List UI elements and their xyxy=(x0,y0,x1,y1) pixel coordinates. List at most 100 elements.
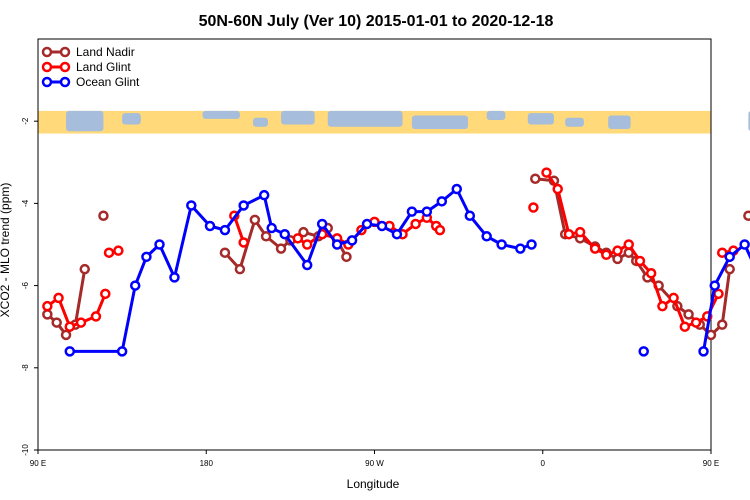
map-water-patch xyxy=(281,110,315,125)
data-point xyxy=(496,239,507,250)
data-point xyxy=(258,189,270,201)
series-line xyxy=(69,187,533,353)
data-point xyxy=(90,311,102,322)
data-point xyxy=(451,183,463,195)
data-point xyxy=(266,222,277,234)
x-tick-label: 90 E xyxy=(30,459,46,468)
series-layer xyxy=(42,167,750,357)
data-point xyxy=(64,321,76,332)
data-point xyxy=(98,210,109,221)
data-point xyxy=(743,210,750,221)
data-point xyxy=(638,346,649,357)
data-point xyxy=(219,224,231,236)
data-point xyxy=(634,255,646,267)
y-tick-label: -6 xyxy=(21,281,30,289)
map-water-patch xyxy=(327,110,403,127)
data-point xyxy=(690,317,702,328)
data-point xyxy=(612,245,623,256)
data-point xyxy=(481,231,492,242)
data-point xyxy=(410,218,421,230)
legend-marker xyxy=(41,46,53,58)
data-point xyxy=(249,214,261,226)
data-point xyxy=(668,292,679,304)
data-point xyxy=(275,243,287,254)
map-water-patch xyxy=(608,115,631,130)
data-point xyxy=(113,245,124,256)
data-point xyxy=(574,226,586,238)
data-point xyxy=(141,251,152,263)
data-point xyxy=(716,319,728,330)
data-point xyxy=(279,228,291,240)
data-point xyxy=(204,220,216,232)
legend-label: Ocean Glint xyxy=(76,75,140,89)
map-water-patch xyxy=(66,110,104,132)
x-axis: 90 E 180 90 W 0 90 E xyxy=(30,450,719,468)
data-point xyxy=(515,243,526,254)
data-point xyxy=(298,226,309,238)
data-point xyxy=(406,206,418,217)
data-point xyxy=(724,263,735,275)
series-line xyxy=(545,171,720,329)
data-point xyxy=(657,300,668,312)
data-point xyxy=(361,218,373,230)
data-point xyxy=(421,206,433,217)
data-point xyxy=(341,251,352,263)
legend-marker xyxy=(59,61,71,73)
data-point xyxy=(53,292,64,304)
y-tick-label: -10 xyxy=(21,444,30,456)
x-tick-label: 0 xyxy=(541,459,546,468)
data-point xyxy=(42,300,53,312)
y-tick-label: -2 xyxy=(21,117,30,125)
map-water-patch xyxy=(411,115,468,130)
data-point xyxy=(698,346,709,357)
data-point xyxy=(645,268,657,279)
map-water-patch xyxy=(565,117,584,127)
data-point xyxy=(436,196,448,207)
data-point xyxy=(51,317,62,328)
data-point xyxy=(709,280,720,291)
data-point xyxy=(724,251,735,263)
data-point xyxy=(679,321,691,332)
data-point xyxy=(739,239,750,250)
data-point xyxy=(623,239,634,250)
y-axis-label: XCO2 - MLO trend (ppm) xyxy=(0,183,12,318)
data-point xyxy=(612,253,623,265)
data-point xyxy=(103,247,115,258)
data-point xyxy=(713,288,724,300)
data-point xyxy=(116,346,128,357)
x-tick-label: 90 E xyxy=(703,459,719,468)
x-tick-label: 90 W xyxy=(365,459,384,468)
data-point xyxy=(563,228,575,240)
data-point xyxy=(541,167,552,178)
data-point xyxy=(528,202,539,213)
x-tick-label: 180 xyxy=(200,459,214,468)
data-point xyxy=(716,247,728,258)
x-axis-label: Longitude xyxy=(347,477,400,491)
legend-label: Land Glint xyxy=(76,60,131,74)
data-point xyxy=(346,235,358,246)
data-point xyxy=(589,243,601,254)
data-point xyxy=(331,239,343,250)
legend-marker xyxy=(41,61,53,73)
data-point xyxy=(434,224,446,236)
data-point xyxy=(530,173,541,184)
data-point xyxy=(238,200,249,211)
data-point xyxy=(219,247,231,258)
y-axis: -2 -4 -6 -8 -10 xyxy=(21,117,38,456)
data-point xyxy=(526,239,537,250)
data-point xyxy=(79,263,90,275)
data-point xyxy=(601,249,612,261)
data-point xyxy=(186,200,197,211)
y-tick-label: -4 xyxy=(21,199,30,207)
data-point xyxy=(169,272,180,283)
series-land-glint xyxy=(42,167,739,332)
data-point xyxy=(552,183,563,195)
data-point xyxy=(301,239,313,250)
legend-marker xyxy=(41,76,53,88)
legend-label: Land Nadir xyxy=(76,45,135,59)
chart-title: 50N-60N July (Ver 10) 2015-01-01 to 2020… xyxy=(199,13,554,30)
map-water-patch xyxy=(527,113,554,125)
data-point xyxy=(154,239,165,250)
data-point xyxy=(376,220,388,232)
